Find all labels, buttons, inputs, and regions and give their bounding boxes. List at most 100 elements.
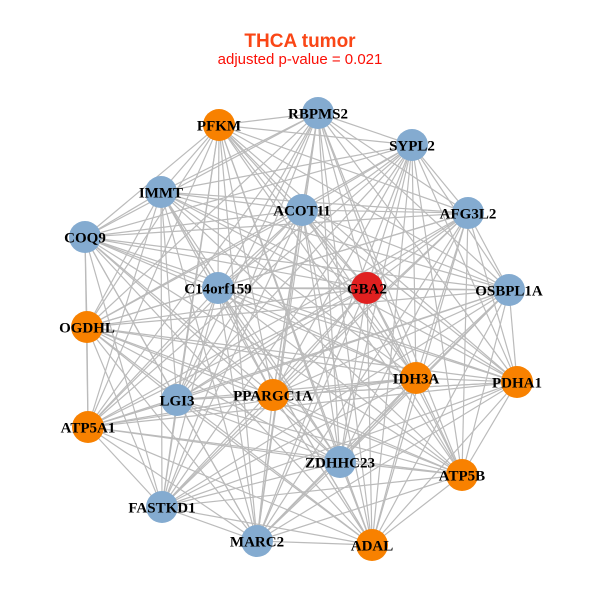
node-label-ZDHHC23: ZDHHC23 — [305, 455, 375, 471]
edge-ACOT11-C14orf159 — [217, 209, 303, 289]
edge-RBPMS2-IDH3A — [317, 112, 417, 379]
edge-SYPL2-IDH3A — [411, 144, 417, 379]
edge-PPARGC1A-MARC2 — [256, 394, 274, 542]
edge-AFG3L2-ATP5A1 — [87, 212, 469, 428]
node-label-ATP5B: ATP5B — [439, 468, 485, 484]
edge-C14orf159-IDH3A — [217, 287, 417, 379]
edge-OGDHL-ZDHHC23 — [86, 326, 341, 463]
edge-LGI3-PPARGC1A — [176, 394, 274, 401]
edge-PDHA1-ZDHHC23 — [339, 381, 518, 463]
edge-PDHA1-ADAL — [371, 381, 518, 546]
edge-PFKM-ATP5A1 — [87, 124, 220, 428]
node-SYPL2 — [396, 129, 428, 161]
edge-C14orf159-OGDHL — [86, 287, 219, 328]
edge-OSBPL1A-OGDHL — [86, 289, 510, 328]
edge-ZDHHC23-MARC2 — [256, 461, 341, 542]
edge-C14orf159-PPARGC1A — [217, 287, 274, 396]
edge-PFKM-AFG3L2 — [218, 124, 469, 214]
edge-ATP5A1-ATP5B — [87, 426, 463, 476]
edge-OSBPL1A-ATP5A1 — [87, 289, 510, 428]
node-ADAL — [356, 529, 388, 561]
node-label-ATP5A1: ATP5A1 — [61, 420, 116, 436]
edge-AFG3L2-COQ9 — [84, 212, 469, 238]
edge-COQ9-GBA2 — [84, 236, 368, 289]
node-label-PPARGC1A: PPARGC1A — [233, 388, 313, 404]
edge-IMMT-ZDHHC23 — [160, 191, 341, 463]
node-MARC2 — [241, 525, 273, 557]
edge-LGI3-ADAL — [176, 399, 373, 546]
node-label-OGDHL: OGDHL — [59, 320, 115, 336]
edge-OSBPL1A-FASTKD1 — [161, 289, 510, 508]
edge-RBPMS2-AFG3L2 — [317, 112, 469, 214]
edge-IMMT-ACOT11 — [160, 191, 303, 211]
edge-COQ9-PDHA1 — [84, 236, 518, 383]
edges-layer — [84, 112, 518, 546]
edge-PDHA1-ATP5A1 — [87, 381, 518, 428]
node-label-OSBPL1A: OSBPL1A — [475, 283, 543, 299]
edge-PDHA1-FASTKD1 — [161, 381, 518, 508]
edge-GBA2-PPARGC1A — [272, 287, 368, 396]
edge-ACOT11-PPARGC1A — [272, 209, 303, 396]
edge-IMMT-PDHA1 — [160, 191, 518, 383]
edge-COQ9-OSBPL1A — [84, 236, 510, 291]
node-ACOT11 — [286, 194, 318, 226]
node-FASTKD1 — [146, 491, 178, 523]
edge-AFG3L2-PPARGC1A — [272, 212, 469, 396]
edge-IDH3A-ZDHHC23 — [339, 377, 417, 463]
edge-IMMT-IDH3A — [160, 191, 417, 379]
node-RBPMS2 — [302, 97, 334, 129]
edge-GBA2-OGDHL — [86, 287, 368, 328]
node-label-C14orf159: C14orf159 — [184, 281, 252, 297]
edge-IDH3A-ATP5A1 — [87, 377, 417, 428]
edge-COQ9-C14orf159 — [84, 236, 219, 289]
edge-RBPMS2-ATP5A1 — [87, 112, 319, 428]
node-IDH3A — [400, 362, 432, 394]
node-PDHA1 — [501, 366, 533, 398]
edge-IDH3A-PPARGC1A — [272, 377, 417, 396]
edge-GBA2-ADAL — [366, 287, 373, 546]
edge-PFKM-RBPMS2 — [218, 112, 319, 126]
edge-IDH3A-PDHA1 — [415, 377, 518, 383]
node-PPARGC1A — [257, 379, 289, 411]
edge-AFG3L2-GBA2 — [366, 212, 469, 289]
edge-OSBPL1A-ADAL — [371, 289, 510, 546]
node-label-LGI3: LGI3 — [159, 393, 194, 409]
edge-FASTKD1-ADAL — [161, 506, 373, 546]
edge-ACOT11-PDHA1 — [301, 209, 518, 383]
edge-COQ9-IDH3A — [84, 236, 417, 379]
node-label-GBA2: GBA2 — [347, 281, 387, 297]
edge-ACOT11-AFG3L2 — [301, 209, 469, 214]
edge-OGDHL-PPARGC1A — [86, 326, 274, 396]
edge-PFKM-IDH3A — [218, 124, 417, 379]
edge-ACOT11-FASTKD1 — [161, 209, 303, 508]
edge-SYPL2-LGI3 — [176, 144, 413, 401]
node-label-RBPMS2: RBPMS2 — [288, 106, 348, 122]
edge-ATP5A1-FASTKD1 — [87, 426, 163, 508]
nodes-layer — [69, 97, 533, 561]
edge-PFKM-OSBPL1A — [218, 124, 510, 291]
edge-ACOT11-OGDHL — [86, 209, 303, 328]
edge-PPARGC1A-FASTKD1 — [161, 394, 274, 508]
node-COQ9 — [69, 221, 101, 253]
edge-FASTKD1-MARC2 — [161, 506, 258, 542]
edge-ATP5B-FASTKD1 — [161, 474, 463, 508]
node-label-PDHA1: PDHA1 — [492, 375, 542, 391]
edge-ZDHHC23-FASTKD1 — [161, 461, 341, 508]
edge-SYPL2-GBA2 — [366, 144, 413, 289]
edge-AFG3L2-FASTKD1 — [161, 212, 469, 508]
edge-OGDHL-PDHA1 — [86, 326, 518, 383]
labels-layer: PFKM RBPMS2 SYPL2 IMMT ACOT11 AFG3L2 COQ9 C14or… — [59, 106, 543, 554]
edge-PDHA1-ATP5B — [461, 381, 518, 476]
edge-RBPMS2-GBA2 — [317, 112, 368, 289]
edge-PPARGC1A-ATP5B — [272, 394, 463, 476]
plot-subtitle: adjusted p-value = 0.021 — [218, 51, 383, 68]
edge-RBPMS2-IMMT — [160, 112, 319, 193]
edge-SYPL2-PDHA1 — [411, 144, 518, 383]
edge-RBPMS2-LGI3 — [176, 112, 319, 401]
edge-C14orf159-ZDHHC23 — [217, 287, 341, 463]
edge-IDH3A-ATP5B — [415, 377, 463, 476]
node-LGI3 — [161, 384, 193, 416]
node-label-IMMT: IMMT — [139, 185, 183, 201]
